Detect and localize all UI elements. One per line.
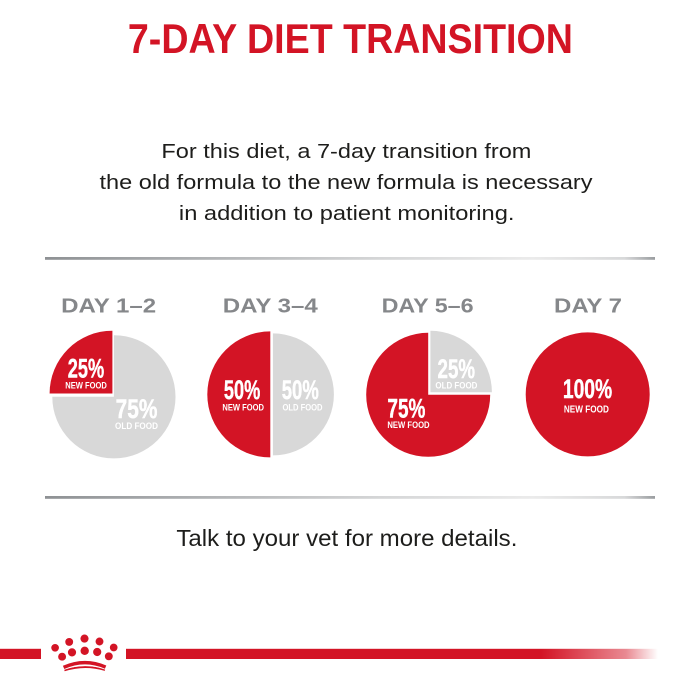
- svg-text:OLD FOOD: OLD FOOD: [435, 381, 477, 392]
- svg-text:the old formula to the new for: the old formula to the new formula is ne…: [100, 172, 593, 194]
- svg-text:25%: 25%: [68, 354, 104, 384]
- svg-text:7-DAY DIET TRANSITION: 7-DAY DIET TRANSITION: [128, 15, 573, 62]
- svg-text:NEW FOOD: NEW FOOD: [564, 404, 609, 415]
- svg-text:50%: 50%: [282, 375, 319, 405]
- svg-text:100%: 100%: [563, 374, 612, 404]
- svg-text:For this diet, a 7-day transit: For this diet, a 7-day transition from: [161, 141, 531, 163]
- svg-text:DAY 5–6: DAY 5–6: [382, 295, 474, 318]
- svg-text:25%: 25%: [438, 354, 476, 384]
- svg-text:OLD FOOD: OLD FOOD: [115, 421, 158, 432]
- svg-text:DAY 1–2: DAY 1–2: [61, 295, 156, 318]
- svg-text:75%: 75%: [387, 394, 425, 424]
- svg-text:DAY 3–4: DAY 3–4: [223, 295, 319, 318]
- svg-text:NEW FOOD: NEW FOOD: [222, 403, 264, 414]
- svg-text:50%: 50%: [224, 375, 260, 405]
- svg-text:NEW FOOD: NEW FOOD: [387, 420, 429, 431]
- svg-text:NEW FOOD: NEW FOOD: [65, 380, 107, 391]
- svg-text:75%: 75%: [116, 394, 158, 424]
- svg-text:OLD FOOD: OLD FOOD: [282, 403, 322, 414]
- svg-text:in addition to patient monitor: in addition to patient monitoring.: [179, 203, 515, 225]
- svg-text:DAY 7: DAY 7: [554, 295, 622, 318]
- svg-text:Talk to your vet for more deta: Talk to your vet for more details.: [176, 525, 517, 551]
